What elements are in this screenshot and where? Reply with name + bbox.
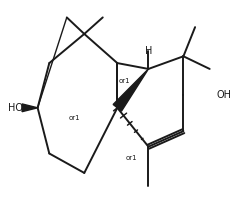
Text: OH: OH — [216, 90, 231, 100]
Text: H: H — [145, 46, 152, 56]
Text: HO: HO — [8, 103, 23, 113]
Text: or1: or1 — [118, 78, 130, 84]
Polygon shape — [113, 69, 148, 111]
Polygon shape — [38, 17, 67, 108]
Polygon shape — [22, 104, 38, 112]
Text: or1: or1 — [125, 155, 137, 161]
Text: or1: or1 — [69, 115, 80, 121]
